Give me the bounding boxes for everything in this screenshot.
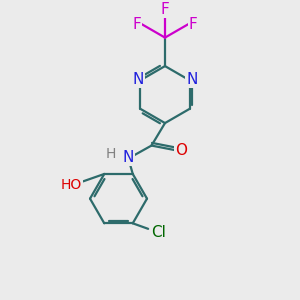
Text: O: O (175, 142, 187, 158)
Text: N: N (123, 150, 134, 165)
Text: HO: HO (61, 178, 82, 192)
Text: N: N (133, 72, 144, 87)
Text: F: F (188, 16, 197, 32)
Text: F: F (160, 2, 169, 17)
Text: Cl: Cl (151, 225, 166, 240)
Text: F: F (133, 16, 142, 32)
Text: H: H (105, 147, 116, 161)
Text: N: N (186, 72, 197, 87)
